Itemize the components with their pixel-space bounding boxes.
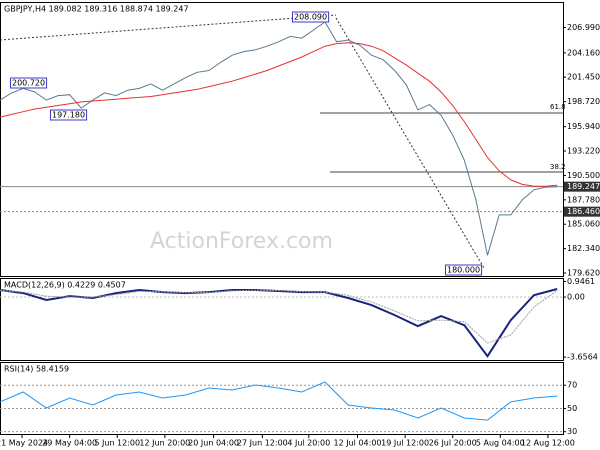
annotation: 38.2 [550, 163, 566, 171]
watermark: ActionForex.com [150, 229, 333, 254]
x-tick-label: 29 May 04:00 [42, 439, 97, 448]
y-tick-label: 185.060 [567, 220, 600, 229]
x-tick-label: 26 Jul 20:00 [429, 439, 477, 448]
y-tick-label: 204.160 [567, 48, 600, 57]
level-label: 186.460 [567, 207, 600, 216]
y-tick-label: -3.6564 [567, 353, 598, 362]
y-tick-label: 182.340 [567, 244, 600, 253]
trend-line [335, 17, 485, 269]
annotation: 200.720 [12, 79, 45, 88]
annotation: 208.090 [294, 13, 327, 22]
x-tick-label: 19 Jul 12:00 [381, 439, 429, 448]
y-tick-label: 179.620 [567, 269, 600, 278]
x-tick-label: 12 Jul 04:00 [334, 439, 382, 448]
series-line [0, 381, 558, 421]
annotation-box [10, 77, 48, 89]
y-tick-label: 198.720 [567, 97, 600, 106]
trend-line [0, 14, 337, 41]
x-tick-label: 5 Aug 04:00 [476, 439, 525, 448]
level-label: 189.247 [567, 182, 600, 191]
series-line [0, 42, 558, 187]
y-tick-label: 30 [567, 427, 577, 436]
x-tick-label: 20 Jun 04:00 [188, 439, 239, 448]
annotation: 197.180 [52, 111, 85, 120]
chart-title: GBPJPY,H4 189.082 189.316 188.874 189.24… [4, 5, 189, 14]
annotation-box [50, 109, 88, 121]
y-tick-label: 0.00 [567, 293, 585, 302]
x-tick-label: 21 May 2024 [0, 439, 48, 448]
x-tick-label: 5 Jun 12:00 [94, 439, 140, 448]
y-tick-label: 187.780 [567, 195, 600, 204]
x-tick-label: 12 Aug 12:00 [521, 439, 575, 448]
annotation: 61.8 [550, 103, 566, 111]
annotation-box [292, 11, 330, 23]
x-tick-label: 12 Jun 20:00 [139, 439, 190, 448]
price-panel [0, 2, 564, 277]
rsi-title: RSI(14) 58.4159 [4, 365, 69, 374]
y-tick-label: 0.9461 [567, 277, 595, 286]
x-tick-label: 27 Jun 12:00 [237, 439, 288, 448]
rsi-panel [0, 362, 564, 435]
annotation-box [445, 264, 483, 276]
annotation: 180.000 [447, 266, 480, 275]
y-tick-label: 50 [567, 404, 577, 413]
y-tick-label: 201.450 [567, 73, 600, 82]
y-tick-label: 206.990 [567, 23, 600, 32]
y-tick-label: 195.940 [567, 122, 600, 131]
y-tick-label: 193.220 [567, 147, 600, 156]
level-box [564, 206, 600, 217]
series-line [0, 289, 558, 344]
y-tick-label: 70 [567, 381, 577, 390]
y-tick-label: 190.500 [567, 171, 600, 180]
x-tick-label: 4 Jul 20:00 [287, 439, 330, 448]
series-line [0, 21, 558, 256]
level-box [564, 181, 600, 192]
macd-title: MACD(12,26,9) 0.4229 0.4507 [4, 281, 126, 290]
macd-panel [0, 278, 564, 361]
